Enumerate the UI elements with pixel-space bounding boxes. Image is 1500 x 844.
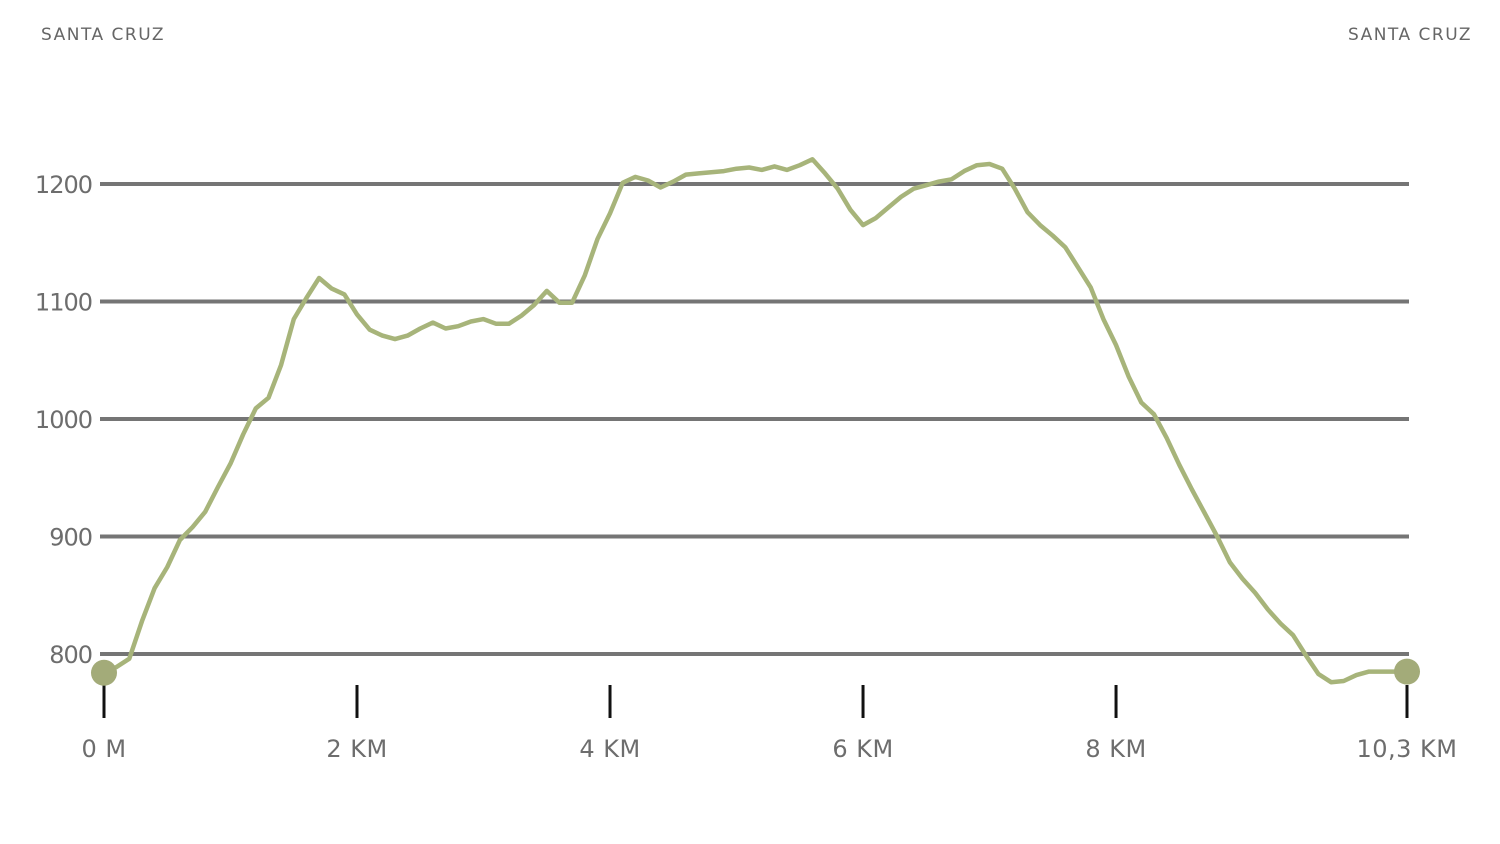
y-axis-ticks: 800 900 1000 1100 1200: [35, 171, 92, 669]
start-location-label: SANTA CRUZ: [41, 25, 165, 45]
y-tick-label-1100: 1100: [35, 289, 92, 317]
x-tick-label-4: 8 KM: [1085, 735, 1146, 763]
start-marker: [91, 660, 117, 686]
endpoint-markers: [91, 659, 1420, 686]
x-tick-label-5: 10,3 KM: [1356, 735, 1457, 763]
gridlines: [100, 184, 1409, 654]
end-marker: [1394, 659, 1420, 685]
x-axis-ticks: 0 M 2 KM 4 KM 6 KM 8 KM 10,3 KM: [81, 685, 1457, 763]
x-tick-label-1: 2 KM: [326, 735, 387, 763]
y-tick-label-900: 900: [49, 524, 92, 552]
y-tick-label-1200: 1200: [35, 171, 92, 199]
x-tick-label-3: 6 KM: [832, 735, 893, 763]
y-tick-label-800: 800: [49, 641, 92, 669]
end-location-label: SANTA CRUZ: [1348, 25, 1472, 45]
y-tick-label-1000: 1000: [35, 406, 92, 434]
x-tick-label-2: 4 KM: [579, 735, 640, 763]
x-tick-label-0: 0 M: [81, 735, 126, 763]
